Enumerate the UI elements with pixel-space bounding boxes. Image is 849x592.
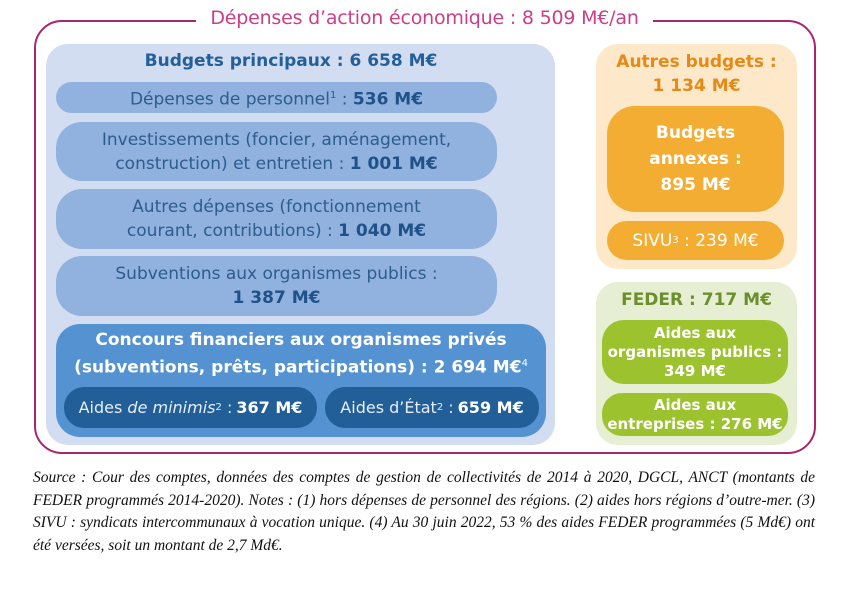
feder-value: entreprises : 276 M€ [607,414,783,433]
private-support-text: Concours financiers aux organismes privé… [56,328,546,380]
other-expenses-label: Autres dépenses (fonctionnement courant,… [126,197,421,241]
footnote-ref: 4 [521,358,528,369]
separator: : [333,153,350,174]
feder-line: Aides aux [653,395,737,414]
footnote-ref: 1 [329,89,337,101]
separator: : [321,221,339,241]
title-wrap: Dépenses d’action économique : 8 509 M€/… [0,5,849,31]
personnel-value: 536 M€ [352,89,424,110]
separator: : [336,89,353,110]
state-aid-value: 659 M€ [457,398,524,417]
separator: : [443,398,454,417]
private-support-line1: Concours financiers aux organismes privé… [95,330,507,350]
aid-italic: de minimis [127,398,216,417]
sivu-value: : 239 M€ [678,230,759,251]
feder-public-aid-pill: Aides aux organismes publics : 349 M€ [602,320,788,384]
personnel-pill: Dépenses de personnel1 : 536 M€ [56,82,497,113]
other-budgets-title: Autres budgets : 1 134 M€ [596,50,797,98]
annex-line: annexes : [649,149,742,169]
sivu-label: SIVU [632,230,673,251]
public-subsidies-label: Subventions aux organismes publics : [115,264,438,284]
private-support-line2: (subventions, prêts, participations) : 2… [74,357,522,378]
annex-value: 895 M€ [660,175,731,195]
state-aid-pill: Aides d’État 2 :659 M€ [325,387,539,428]
sivu-pill: SIVU 3 : 239 M€ [607,221,784,260]
other-expenses-value: 1 040 M€ [338,221,427,241]
other-budgets-title-line1: Autres budgets : [616,52,777,72]
diagram-title: Dépenses d’action économique : 8 509 M€/… [196,5,653,31]
investments-pill: Investissements (foncier, aménagement, c… [56,122,497,181]
public-subsidies-value: 1 387 M€ [232,288,321,308]
public-subsidies-pill: Subventions aux organismes publics : 1 3… [56,256,497,316]
investments-value: 1 001 M€ [349,153,438,174]
other-budgets-title-line2: 1 134 M€ [652,76,741,96]
footnote-ref: 3 [672,235,679,246]
de-minimis-value: 367 M€ [236,398,303,417]
feder-line: Aides aux [653,323,737,342]
investments-text: Investissements (foncier, aménagement, c… [77,128,477,176]
main-budgets-title: Budgets principaux : 6 658 M€ [144,51,438,71]
annex-line: Budgets [655,123,736,143]
separator: : [221,398,233,417]
feder-title: FEDER : 717 M€ [621,290,772,310]
aid-prefix: Aides d’État [340,398,437,417]
feder-line: organismes publics : [607,342,783,361]
personnel-label: Dépenses de personnel [129,89,330,110]
other-expenses-pill: Autres dépenses (fonctionnement courant,… [56,189,497,249]
annex-budgets-box: Budgets annexes : 895 M€ [607,106,784,212]
private-support-line2-wrap: (subventions, prêts, participations) : 2… [56,352,546,380]
aid-prefix: Aides [78,398,128,417]
investments-label: Investissements (foncier, aménagement, c… [101,129,452,174]
personnel-text: Dépenses de personnel1 : 536 M€ [130,84,423,112]
source-notes: Source : Cour des comptes, données des c… [33,469,815,554]
feder-value: 349 M€ [664,361,726,380]
footnote-ref: 2 [436,402,444,413]
footnote-ref: 2 [215,402,222,413]
other-expenses-text: Autres dépenses (fonctionnement courant,… [97,195,457,243]
feder-business-aid-pill: Aides aux entreprises : 276 M€ [602,393,788,436]
de-minimis-pill: Aides de minimis 2 :367 M€ [64,387,317,428]
